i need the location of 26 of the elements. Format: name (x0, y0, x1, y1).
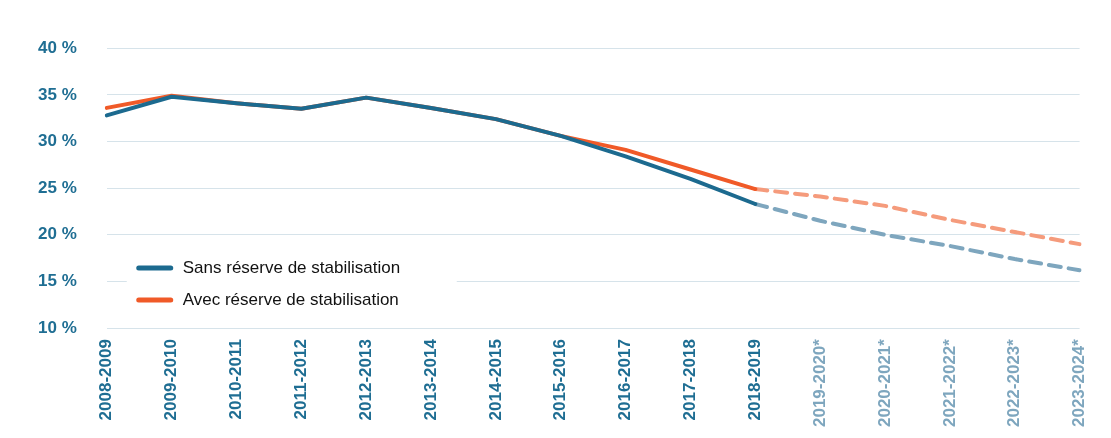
x-tick-label: 2018-2019 (745, 339, 764, 421)
x-tick-label: 2021-2022* (939, 338, 959, 428)
x-tick-label: 2016-2017 (615, 339, 635, 421)
y-tick-label: 35 % (38, 84, 77, 104)
y-tick-label: 30 % (38, 131, 77, 151)
x-tick-label: 2014-2015 (485, 339, 505, 421)
y-tick-label: 25 % (38, 177, 77, 197)
x-tick-label: 2017-2018 (680, 339, 700, 421)
x-tick-label: 2023-2024* (1069, 338, 1089, 428)
x-tick-label: 2015-2016 (550, 339, 570, 421)
y-tick-label: 10 % (38, 317, 77, 337)
x-tick-label: 2019-2020* (809, 338, 829, 428)
legend-label: Sans réserve de stabilisation (182, 257, 401, 277)
y-tick-label: 40 % (38, 37, 77, 57)
x-tick-label: 2008-2009 (96, 339, 116, 421)
legend-label: Avec réserve de stabilisation (182, 289, 399, 309)
line-series (753, 187, 1082, 247)
x-tick-label: 2013-2014 (420, 338, 440, 421)
x-tick-label: 2010-2011 (226, 339, 246, 420)
x-tick-label: 2020-2021* (874, 338, 894, 428)
y-tick-label: 15 % (38, 271, 77, 291)
x-tick-label: 2012-2013 (355, 339, 375, 421)
y-tick-label: 20 % (38, 224, 77, 244)
x-tick-label: 2009-2010 (161, 339, 181, 421)
x-tick-label: 2011-2012 (291, 339, 311, 420)
x-tick-label: 2022-2023* (1004, 338, 1024, 428)
